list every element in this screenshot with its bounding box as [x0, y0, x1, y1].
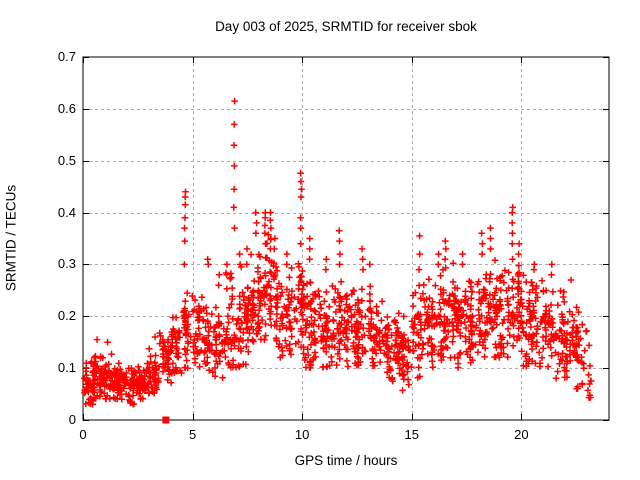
y-tick-label: 0.3 — [57, 256, 76, 272]
data-gap-square-marker — [162, 416, 170, 424]
chart-title: Day 003 of 2025, SRMTID for receiver sbo… — [215, 19, 477, 34]
x-axis-label: GPS time / hours — [294, 453, 398, 468]
scatter-points — [80, 97, 595, 408]
x-tick-label: 5 — [188, 427, 197, 442]
plot-border — [82, 56, 610, 421]
y-tick-label: 0.4 — [57, 204, 76, 220]
x-tick-label: 0 — [79, 427, 87, 442]
y-tick-label: 0.5 — [57, 152, 76, 168]
y-tick-label: 0 — [68, 412, 76, 427]
x-tick-label: 15 — [404, 427, 419, 442]
y-tick-label: 0.7 — [57, 49, 76, 64]
y-tick-label: 0.2 — [57, 308, 76, 324]
y-tick-label: 0.1 — [57, 360, 76, 376]
x-tick-label: 10 — [294, 427, 310, 442]
grid-lines — [83, 57, 609, 420]
y-tick-label: 0.6 — [57, 100, 76, 116]
axis-ticks — [83, 57, 609, 421]
x-tick-label: 20 — [514, 427, 529, 442]
